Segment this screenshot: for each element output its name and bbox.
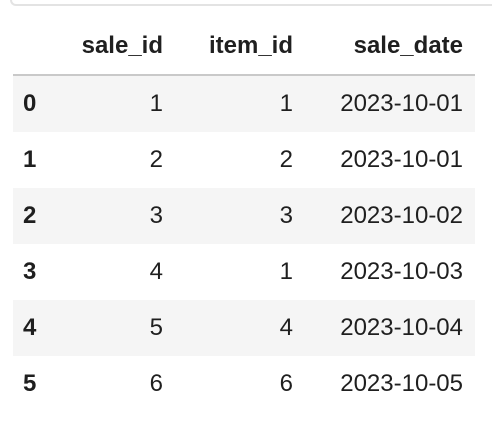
cell-sale-date: 2023-10-01 [340,90,463,117]
row-index: 1 [23,146,37,173]
table-row: 0 1 1 2023-10-01 [13,75,475,132]
dataframe-output: sale_id item_id sale_date 0 1 1 2023-10-… [13,18,475,412]
row-index: 0 [23,90,37,117]
cell-item-id: 2 [279,146,293,173]
row-index: 5 [23,370,37,397]
previous-cell-border [10,0,492,6]
cell-sale-date: 2023-10-05 [340,370,463,397]
table-row: 2 3 3 2023-10-02 [13,188,475,244]
cell-item-id: 4 [279,314,293,341]
row-index: 4 [23,314,37,341]
column-header-sale-date: sale_date [305,18,475,76]
row-index: 2 [23,202,37,229]
column-header-sale-id: sale_id [59,18,175,76]
cell-item-id: 1 [279,258,293,285]
cell-sale-id: 6 [149,370,163,397]
cell-sale-date: 2023-10-02 [340,202,463,229]
cell-sale-date: 2023-10-03 [340,258,463,285]
table-row: 4 5 4 2023-10-04 [13,300,475,356]
row-index: 3 [23,258,37,285]
cell-sale-id: 5 [149,314,163,341]
column-header-item-id: item_id [175,18,305,76]
cell-item-id: 3 [279,202,293,229]
cell-item-id: 6 [279,370,293,397]
dataframe-table: sale_id item_id sale_date 0 1 1 2023-10-… [13,18,475,412]
table-row: 5 6 6 2023-10-05 [13,356,475,412]
cell-sale-id: 1 [149,90,163,117]
cell-sale-id: 4 [149,258,163,285]
cell-sale-date: 2023-10-01 [340,146,463,173]
cell-sale-id: 2 [149,146,163,173]
table-row: 1 2 2 2023-10-01 [13,132,475,188]
cell-item-id: 1 [279,90,293,117]
header-row: sale_id item_id sale_date [13,18,475,76]
index-column-header [13,18,59,76]
table-row: 3 4 1 2023-10-03 [13,244,475,300]
cell-sale-date: 2023-10-04 [340,314,463,341]
cell-sale-id: 3 [149,202,163,229]
